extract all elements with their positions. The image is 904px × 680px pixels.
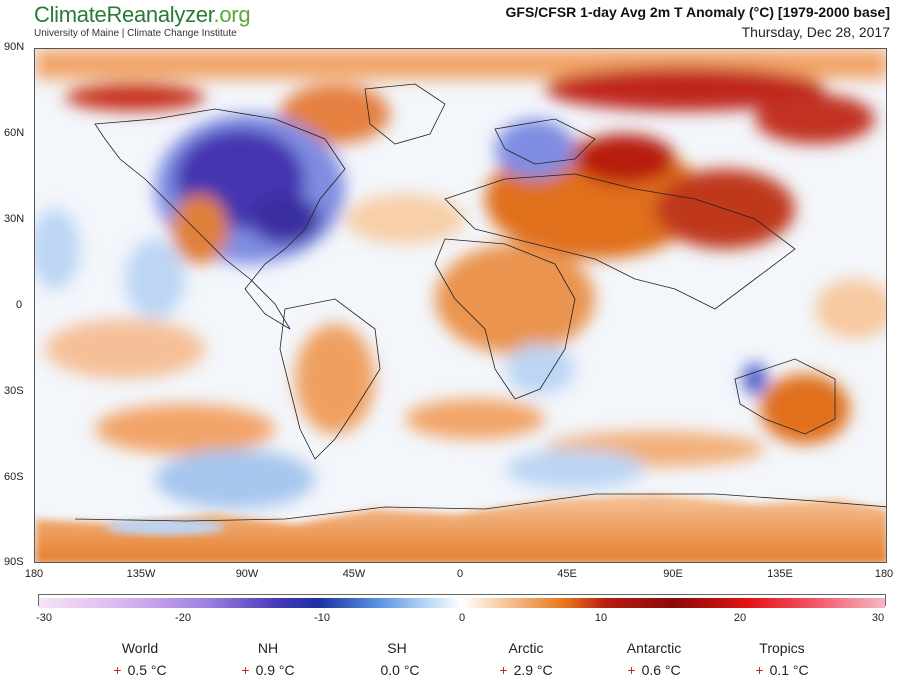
brand-subtitle: University of Maine | Climate Change Ins…: [34, 28, 237, 39]
stat-sign: +: [113, 662, 122, 678]
stat-tropics: Tropics +0.1 °C: [722, 640, 842, 678]
scale-label-20: 20: [733, 612, 747, 624]
brand: ClimateReanalyzer.org University of Main…: [34, 2, 251, 39]
stat-value: +2.9 °C: [499, 662, 553, 678]
scale-label-neg30: -30: [36, 612, 52, 624]
scale-label-0: 0: [458, 612, 466, 624]
lat-label-90s: 90S: [4, 556, 24, 568]
lon-label-135w: 135W: [126, 568, 156, 580]
stat-value: +0.1 °C: [755, 662, 809, 678]
lon-label-90e: 90E: [663, 568, 683, 580]
lon-label-180w: 180: [24, 568, 44, 580]
lon-label-0: 0: [456, 568, 464, 580]
lat-label-30n: 30N: [4, 213, 25, 225]
stat-name: NH: [257, 640, 279, 656]
lon-label-90w: 90W: [235, 568, 259, 580]
lat-label-30s: 30S: [4, 385, 24, 397]
anomaly-field: [35, 49, 886, 509]
stat-value: +0.6 °C: [627, 662, 681, 678]
map-title: GFS/CFSR 1-day Avg 2m T Anomaly (°C) [19…: [505, 4, 891, 20]
scale-label-neg10: -10: [314, 612, 330, 624]
stat-world: World +0.5 °C: [80, 640, 200, 678]
scale-label-30: 30: [871, 612, 885, 624]
stat-name: SH: [387, 640, 407, 656]
lon-label-135e: 135E: [767, 568, 793, 580]
stat-name: Antarctic: [626, 640, 682, 656]
lon-label-45e: 45E: [557, 568, 577, 580]
lat-label-90n: 90N: [4, 41, 25, 53]
color-scale-gradient: [39, 598, 885, 608]
lat-label-60s: 60S: [4, 471, 24, 483]
map-date: Thursday, Dec 28, 2017: [741, 24, 890, 40]
lon-label-180e: 180: [874, 568, 894, 580]
stat-value: 0.0 °C: [380, 662, 420, 678]
stat-antarctic: Antarctic +0.6 °C: [594, 640, 714, 678]
stat-sign: +: [241, 662, 250, 678]
stat-sign: +: [627, 662, 636, 678]
scale-label-neg20: -20: [175, 612, 191, 624]
scale-label-10: 10: [594, 612, 608, 624]
map-canvas: [35, 49, 886, 562]
temperature-anomaly-map[interactable]: [34, 48, 887, 563]
stat-value: +0.9 °C: [241, 662, 295, 678]
stat-name: Tropics: [759, 640, 805, 656]
map-header: GFS/CFSR 1-day Avg 2m T Anomaly (°C) [19…: [506, 4, 891, 40]
stat-nh: NH +0.9 °C: [208, 640, 328, 678]
stat-sign: +: [755, 662, 764, 678]
lat-label-60n: 60N: [4, 127, 25, 139]
stat-arctic: Arctic +2.9 °C: [466, 640, 586, 678]
color-scale-bar: [38, 594, 886, 608]
stat-name: Arctic: [508, 640, 544, 656]
stat-sh: SH 0.0 °C: [337, 640, 457, 678]
stat-sign: +: [499, 662, 508, 678]
site-logo[interactable]: ClimateReanalyzer.org: [34, 2, 251, 27]
lat-label-equator: 0: [16, 299, 23, 311]
lon-label-45w: 45W: [342, 568, 366, 580]
antarctica-region: [35, 494, 886, 562]
stat-name: World: [121, 640, 159, 656]
coastlines: [74, 83, 886, 522]
stat-value: +0.5 °C: [113, 662, 167, 678]
